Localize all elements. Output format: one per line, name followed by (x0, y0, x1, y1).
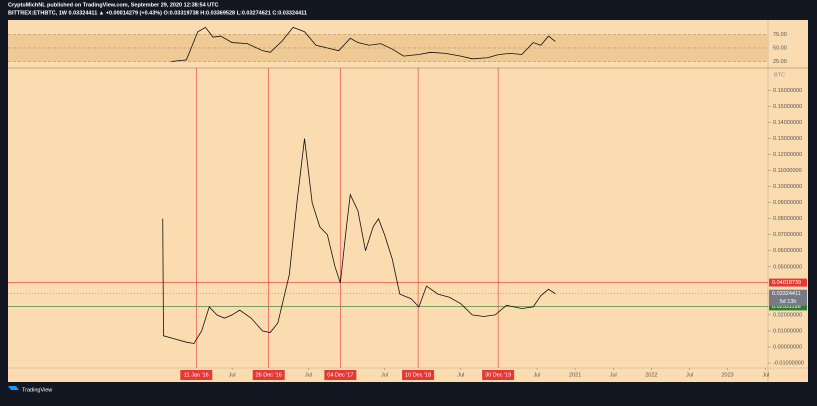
x-tick-label: Jul (610, 372, 617, 378)
x-tick-label: Jul (762, 372, 769, 378)
marker-label-bg (402, 370, 435, 380)
publisher: CryptoMichNL published on TradingView.co… (8, 2, 219, 8)
price-label-bg (769, 302, 807, 311)
y-tick-label: 0.12000000 (773, 152, 802, 158)
y-tick-label: 0.05000000 (773, 264, 802, 270)
y-tick-label: 0.09000000 (773, 200, 802, 206)
y-tick-label: 0.01000000 (773, 328, 802, 334)
x-tick-label: Jul (534, 372, 541, 378)
series-line (162, 138, 556, 344)
countdown: 5d 13h (780, 299, 797, 305)
x-tick-label: Jul (457, 372, 464, 378)
marker-label-bg (252, 370, 285, 380)
marker-label-bg (324, 370, 357, 380)
price-label-bg (769, 278, 807, 287)
y-tick-label: 0.16000000 (773, 88, 802, 94)
x-tick-label: Jul (305, 372, 312, 378)
brand: TradingView (22, 387, 52, 393)
price-label: 0.04018739 (772, 280, 801, 286)
series-line (171, 26, 556, 62)
y-tick-label: 0.00000000 (773, 344, 802, 350)
marker-label: 10 Dec '18 (405, 372, 431, 378)
marker-label-bg (482, 370, 515, 380)
marker-label-bg (180, 370, 213, 380)
y-tick-label: 0.14000000 (773, 120, 802, 126)
last-price: 0.03324411 (772, 291, 801, 297)
y-tick-label: 75.00 (773, 32, 787, 38)
price-label: 0.02531196 (772, 304, 801, 310)
x-tick-label: Jul (381, 372, 388, 378)
marker-label: 26 Dec '16 (256, 372, 282, 378)
y-tick-label: 0.11000000 (773, 168, 802, 174)
symbol-info: BITTREX:ETHBTC, 1W 0.03324411 ▲ +0.00014… (8, 10, 307, 16)
x-tick-label: 2021 (569, 372, 581, 378)
x-tick-label: Jul (686, 372, 693, 378)
y-tick-label: 50.00 (773, 45, 787, 51)
x-tick-label: 2022 (645, 372, 657, 378)
chart-area (8, 20, 808, 382)
y-tick-label: 0.08000000 (773, 216, 802, 222)
y-tick-label: 25.00 (773, 59, 787, 65)
y-tick-label: 0.07000000 (773, 232, 802, 238)
x-tick-label: Jul (229, 372, 236, 378)
marker-label: 30 Dec '19 (485, 372, 511, 378)
y-tick-label: 0.06000000 (773, 248, 802, 254)
marker-label: 04 Dec '17 (327, 372, 353, 378)
y-tick-label: 0.15000000 (773, 104, 802, 110)
y-tick-label: 0.13000000 (773, 136, 802, 142)
y-tick-label: 0.10000000 (773, 184, 802, 190)
unit-label: BTC (774, 72, 785, 78)
marker-label: 11 Jan '16 (184, 372, 209, 378)
y-tick-label: 0.02000000 (773, 312, 802, 318)
logo (8, 386, 19, 390)
x-tick-label: 2023 (721, 372, 733, 378)
y-tick-label: -0.01000000 (773, 360, 804, 366)
last-price-bg (769, 289, 807, 306)
